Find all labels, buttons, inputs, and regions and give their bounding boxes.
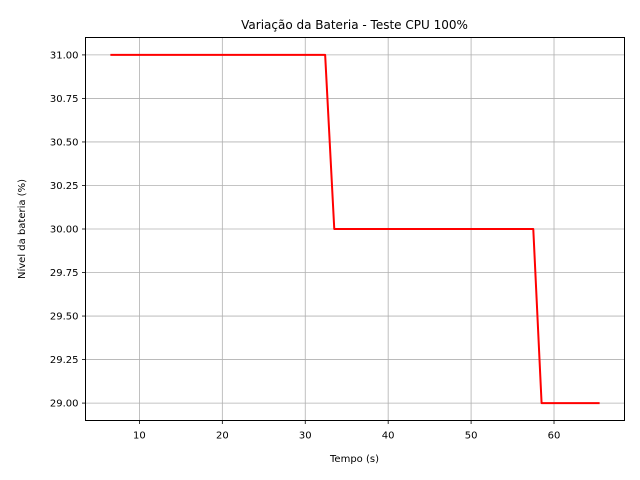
y-tick-label: 31.00 — [50, 50, 79, 61]
x-tick-label: 10 — [133, 431, 146, 442]
y-tick-label: 30.75 — [50, 94, 79, 105]
x-axis-ticks: 10 20 30 40 50 60 — [133, 420, 561, 442]
y-axis-ticks: 29.00 29.25 29.50 29.75 30.00 30.25 30.50 30.75… — [50, 50, 86, 410]
y-tick-label: 30.25 — [50, 181, 79, 192]
y-tick-label: 29.00 — [50, 399, 79, 410]
y-tick-label: 29.25 — [50, 355, 79, 366]
y-tick-label: 30.00 — [50, 225, 79, 236]
y-tick-label: 30.50 — [50, 137, 79, 148]
x-tick-label: 30 — [299, 431, 312, 442]
series-layer — [110, 53, 600, 405]
y-tick-label: 29.50 — [50, 312, 79, 323]
x-axis-title: Tempo (s) — [329, 454, 379, 465]
y-tick-label: 29.75 — [50, 268, 79, 279]
y-axis-title: Nível da bateria (%) — [16, 179, 28, 279]
x-tick-label: 20 — [216, 431, 229, 442]
chart-title: Variação da Bateria - Teste CPU 100% — [241, 18, 468, 32]
x-tick-label: 40 — [382, 431, 395, 442]
x-tick-label: 60 — [548, 431, 561, 442]
series-line — [110, 53, 600, 405]
x-tick-label: 50 — [465, 431, 478, 442]
